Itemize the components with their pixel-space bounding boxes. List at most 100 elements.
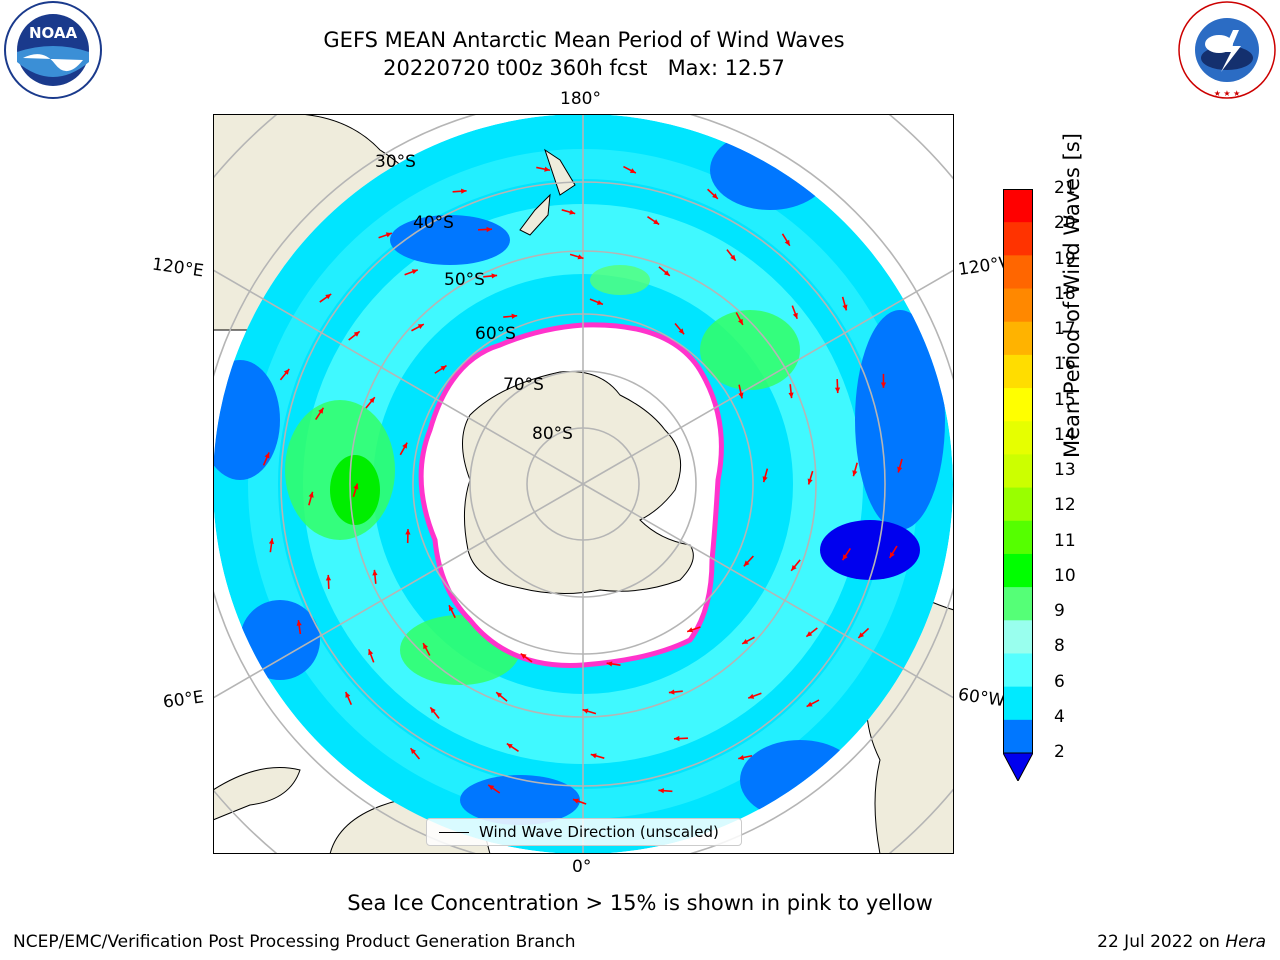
wind-wave-arrow-head (487, 784, 494, 790)
wind-wave-arrow-head (486, 226, 492, 232)
wind-wave-arrow-head (577, 253, 583, 259)
wind-wave-arrow-head (741, 638, 748, 644)
wind-wave-arrow-head (806, 701, 813, 707)
colorbar-label: Mean Period of Wind Waves [s] (1060, 133, 1084, 458)
lon-label-180: 180° (560, 89, 601, 109)
wind-wave-arrow-head (851, 469, 857, 476)
polar-map (213, 114, 954, 854)
wind-wave-arrow-head (429, 706, 436, 713)
meridian-lines (214, 115, 953, 853)
wind-wave-arrow-head (324, 293, 331, 299)
lat-label-60s: 60°S (475, 324, 516, 344)
colorbar-band (1003, 354, 1033, 389)
wind-wave-arrow-head (582, 708, 588, 714)
wind-wave-arrow-head (325, 574, 331, 580)
wind-wave-arrow-head (652, 218, 659, 224)
lon-label-0: 0° (572, 857, 592, 877)
wind-wave-arrow-head (371, 569, 378, 576)
wind-wave-arrow-head (673, 735, 679, 741)
colorbar-outline (1003, 189, 1033, 754)
legend-line-symbol (439, 832, 469, 833)
wind-wave-arrow-head (807, 478, 813, 484)
colorbar-tick-label: 15 (1054, 389, 1076, 410)
wind-wave-arrow-head (520, 653, 527, 659)
colorbar-tick-label: 21 (1054, 178, 1076, 198)
land-new-zealand (518, 148, 576, 236)
wind-wave-arrow-head (352, 483, 358, 489)
footer-branch: NCEP/EMC/Verification Post Processing Pr… (13, 932, 576, 952)
wind-wave-arrow-head (440, 365, 447, 371)
wind-wave-arrow-head (606, 660, 612, 666)
colorbar-band (1003, 288, 1033, 323)
wind-wave-arrow-head (743, 560, 749, 566)
wind-wave-arrow-head (880, 381, 886, 388)
wind-wave-arrow-head (668, 688, 675, 695)
wind-wave-arrow-head (629, 167, 636, 173)
wind-wave-arrow-head (737, 392, 743, 398)
wind-wave-arrow-head (460, 188, 467, 194)
colorbar-band (1003, 587, 1033, 621)
svg-text:★ ★ ★: ★ ★ ★ (1214, 89, 1241, 98)
wind-wave-arrow-head (792, 312, 798, 319)
wind-wave-arrow-head (841, 303, 847, 310)
wind-wave-arrow-head (889, 551, 895, 558)
wind-wave-arrow-head (543, 166, 550, 172)
colorbar-tick-label: 4 (1054, 706, 1065, 727)
wind-wave-arrow-head (417, 323, 424, 329)
colorbar-band (1003, 686, 1033, 721)
wind-wave-arrow-head (490, 272, 497, 279)
wind-wave-arrow-head (448, 604, 454, 611)
colorbar-band (1003, 553, 1033, 588)
svg-text:NOAA: NOAA (29, 24, 78, 42)
chart-subtitle: 20220720 t00z 360h fcst Max: 12.57 (383, 56, 785, 80)
wind-wave-arrow-head (686, 626, 693, 632)
colorbar-tick-label: 8 (1054, 636, 1065, 657)
footer-date-text: 22 Jul 2022 on (1097, 932, 1226, 952)
wind-wave-arrow-head (784, 239, 790, 246)
colorbar-band (1003, 421, 1033, 455)
wind-wave-arrow-head (353, 330, 360, 337)
wind-wave-arrow-head (296, 619, 302, 626)
wind-wave-arrow-head (790, 564, 797, 571)
wind-wave-arrow-head (308, 491, 314, 498)
lat-label-50s: 50°S (444, 270, 485, 290)
wind-wave-arrow-head (729, 254, 736, 261)
wind-wave-arrow-head (506, 743, 513, 749)
nws-logo: ★ ★ ★ (1177, 0, 1277, 100)
colorbar-tick-label: 2 (1054, 742, 1065, 762)
wind-wave-arrow-head (747, 693, 754, 699)
colorbar-tick-label: 11 (1054, 530, 1076, 551)
wind-wave-arrow-head (590, 752, 597, 758)
wind-wave-arrow-head (511, 313, 517, 319)
wind-wave-arrows (262, 165, 903, 805)
wind-wave-arrow-head (317, 407, 323, 414)
wind-wave-arrow-head (572, 798, 579, 804)
wind-wave-arrow-head (283, 368, 289, 375)
colorbar-tick-label: 19 (1054, 248, 1076, 269)
colorbar-tick-label: 16 (1054, 354, 1076, 375)
colorbar-tick-label: 9 (1054, 601, 1065, 621)
lon-label-60w: 60°W (956, 684, 1007, 712)
wind-wave-arrow-head (596, 299, 603, 305)
wind-wave-arrow-head (367, 648, 373, 655)
map-legend: Wind Wave Direction (unscaled) (426, 818, 742, 846)
colorbar-tick-label: 13 (1054, 460, 1076, 480)
lon-label-120e: 120°E (150, 254, 205, 282)
colorbar-band (1003, 388, 1033, 422)
wind-wave-arrow-head (657, 787, 664, 793)
lat-label-30s: 30°S (375, 152, 416, 172)
wind-wave-arrow-head (787, 391, 794, 398)
wind-wave-arrow-head (834, 387, 840, 393)
wind-wave-arrow-head (678, 327, 684, 334)
colorbar-band (1003, 520, 1033, 555)
wind-wave-arrow-head (264, 451, 269, 458)
colorbar-tick-label: 10 (1054, 565, 1076, 586)
noaa-logo: NOAA (3, 0, 103, 100)
wind-wave-arrow-head (404, 528, 411, 535)
wind-wave-arrow-head (663, 269, 670, 276)
colorbar-under-arrow (1002, 752, 1034, 783)
wind-wave-arrow-head (268, 537, 274, 544)
colorbar-band (1003, 620, 1033, 654)
colorbar (1002, 189, 1034, 783)
wind-wave-arrow-head (737, 754, 744, 760)
